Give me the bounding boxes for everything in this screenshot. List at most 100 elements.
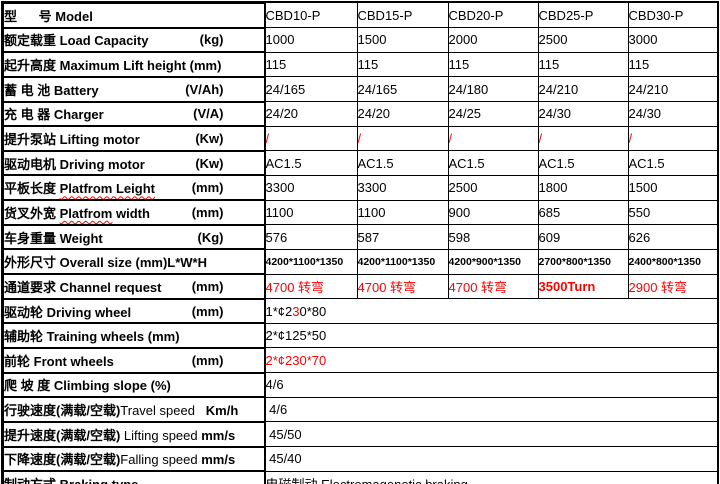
row-label-text: 提升速度(满载/空载) Lifting speed mm/s [4,425,235,444]
value-cell: 115 [356,51,449,78]
row-label-text: 起升高度 Maximum Lift height (mm) [4,55,221,74]
row-label-zh: 提升泵站 [4,132,57,148]
value-cell: / [447,125,539,152]
value-cell-merged: 4/6 [264,396,719,423]
value-cell: 2500 [447,174,539,201]
row-label-unit: (mm) [191,352,224,368]
value-cell: 598 [447,224,539,250]
row-label-zh: 制动方式 [4,477,56,484]
row-label: 充 电 器 Charger (V/A) [3,101,265,127]
table-row: 额定载重 Load Capacity (kg) 1000 1500 2000 2500 30… [2,27,719,53]
value-segment: 45/50 [265,426,302,442]
row-label-zh: 爬 坡 度 [4,378,51,394]
row-label-text: 辅助轮 Training wheels (mm) [4,326,180,345]
row-label-unit: (mm) [191,303,224,319]
value-cell: 24/210 [537,76,629,103]
value-cell-merged: 1*¢230*80 [264,298,719,324]
value-cell: 550 [627,199,719,226]
value-cell: 900 [447,199,539,226]
row-label-en: Platfrom Leight [59,181,155,197]
value-cell: / [356,125,449,152]
table-row: 驱动电机 Driving motor (Kw) AC1.5 AC1.5 AC1.5 AC1… [2,150,719,176]
table-row: 提升速度(满载/空载) Lifting speed mm/s 45/50 [2,421,719,448]
row-label-en: Climbing slope (%) [50,378,171,394]
value-cell: 24/20 [356,101,449,127]
row-label-en: Model [51,8,93,24]
row-label-text: 下降速度(满载/空载)Falling speed mm/s [4,449,235,468]
row-label-unit: (kg) [199,32,224,48]
value-cell: AC1.5 [447,150,539,176]
row-label-zh: 平板长度 [4,181,57,197]
row-label: 驱动轮 Driving wheel (mm) [3,298,265,324]
value-cell: 2700*800*1350 [537,248,629,275]
value-segment: 4/6 [265,377,284,393]
value-cell: 24/30 [627,101,719,127]
value-cell: / [264,125,358,152]
row-label: 行驶速度(满载/空载)Travel speed Km/h [3,397,265,422]
value-cell-merged: 2*¢230*70 [264,347,719,374]
row-label-zh: 通道要求 [4,279,57,295]
value-segment: 1*¢2 [265,303,293,319]
value-cell: 24/20 [264,101,358,127]
table-row: 蓄 电 池 Battery (V/Ah) 24/165 24/165 24/180 24/… [2,76,719,103]
table-row: 通道要求 Channel request (mm) 4700 转弯 4700 转弯 47… [2,273,719,300]
row-label-text: 外形尺寸 Overall size (mm)L*W*H [4,252,207,271]
value-cell: AC1.5 [356,150,449,176]
table-row: 外形尺寸 Overall size (mm)L*W*H 4200*1100*135… [2,248,719,275]
table-row: 下降速度(满载/空载)Falling speed mm/s 45/40 [2,446,719,472]
column-header-model: CBD30-P [627,1,719,29]
value-cell: 576 [264,224,358,250]
value-cell: 626 [627,224,719,250]
row-label-zh: 驱动轮 [4,304,44,320]
row-label: 蓄 电 池 Battery (V/Ah) [3,76,265,102]
table-row: 驱动轮 Driving wheel (mm) 1*¢230*80 [2,298,719,324]
table-row: 前轮 Front wheels (mm) 2*¢230*70 [2,347,719,374]
value-segment: 45/40 [265,451,302,467]
value-cell: 685 [537,199,629,226]
row-label-text: 爬 坡 度 Climbing slope (%) [4,375,171,394]
value-cell: 1800 [537,174,629,201]
value-cell-merged: 45/40 [264,446,719,472]
row-label-zh: 充 电 器 [4,107,51,123]
row-label: 前轮 Front wheels (mm) [3,347,265,373]
row-label-en: width [112,205,150,221]
row-label: 货叉外宽 Platfrom width (mm) [3,200,265,225]
row-label-zh: 型 号 [4,8,52,24]
row-label-zh: 提升速度(满载/空载) [4,427,121,443]
row-label: 通道要求 Channel request (mm) [3,274,265,299]
value-segment: braking [422,477,468,484]
row-label-en: Maximum Lift height (mm) [56,58,222,74]
value-cell: AC1.5 [264,150,358,176]
value-cell: / [627,125,719,152]
row-label-en: Battery [50,82,99,98]
value-cell: 4700 转弯 [356,273,449,300]
value-cell-merged: 4/6 [264,372,719,398]
row-label-en: Front wheels [30,353,114,369]
row-label-text: 通道要求 Channel request [4,277,161,296]
value-cell: 4700 转弯 [264,273,358,300]
value-cell: AC1.5 [627,150,719,176]
row-label-en: Travel speed [120,403,195,419]
value-cell: 115 [627,51,719,78]
table-row: 平板长度 Platfrom Leight (mm) 3300 3300 2500 1800… [2,174,719,201]
row-label: 平板长度 Platfrom Leight (mm) [3,175,265,201]
row-label-unit: (Kw) [195,131,224,147]
table-row: 提升泵站 Lifting motor (Kw) / / / / / [2,125,719,152]
value-segment: 4/6 [265,402,288,418]
row-label-zh: 辅助轮 [4,329,44,345]
value-cell: 1500 [627,174,719,201]
row-label-text: 驱动轮 Driving wheel [4,302,131,321]
row-label-en: Platfrom [59,205,113,221]
value-segment: 0*80 [299,303,327,319]
value-cell: 24/30 [537,101,629,127]
value-cell: 115 [537,51,629,78]
value-cell: 24/180 [447,76,539,103]
value-cell: 587 [356,224,449,250]
row-label-text: 货叉外宽 Platfrom width [4,203,150,222]
row-label-zh: 外形尺寸 [4,255,57,271]
row-label: 提升泵站 Lifting motor (Kw) [3,126,265,151]
row-label-en: Driving motor [56,156,145,172]
row-label-en: mm/s [201,427,236,443]
